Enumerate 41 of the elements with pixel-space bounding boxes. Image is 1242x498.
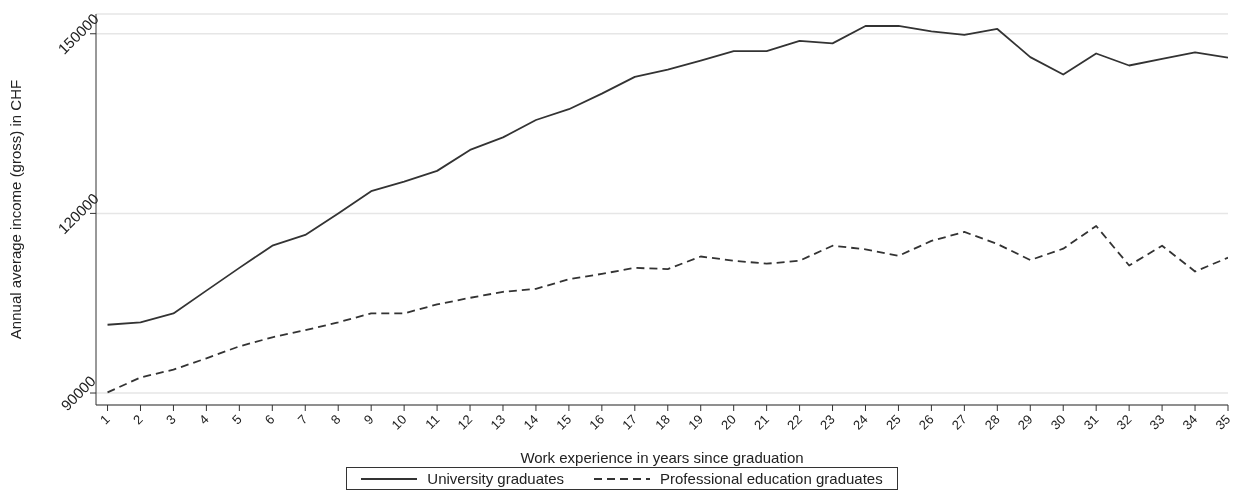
x-tick-label: 2 xyxy=(130,411,146,428)
x-tick-label: 23 xyxy=(817,411,838,433)
x-tick-label: 15 xyxy=(553,411,575,433)
x-axis-title: Work experience in years since graduation xyxy=(520,449,804,466)
x-tick-label: 4 xyxy=(195,411,212,428)
x-tick-label: 12 xyxy=(454,411,476,433)
x-tick-label: 33 xyxy=(1146,411,1168,433)
x-tick-label: 18 xyxy=(652,411,674,433)
x-tick-label: 26 xyxy=(915,411,937,433)
x-tick-label: 25 xyxy=(882,411,904,433)
x-tick-label: 31 xyxy=(1080,411,1102,433)
x-tick-label: 34 xyxy=(1179,411,1201,433)
x-tick-label: 8 xyxy=(327,411,344,428)
x-tick-label: 24 xyxy=(849,411,871,433)
x-tick-label: 11 xyxy=(422,411,443,432)
x-tick-label: 21 xyxy=(751,411,772,433)
line-series xyxy=(106,225,1228,394)
x-tick-label: 14 xyxy=(520,411,542,433)
x-tick-label: 3 xyxy=(163,411,179,428)
x-tick-label: 5 xyxy=(228,411,245,428)
x-tick-label: 22 xyxy=(784,411,805,433)
legend-label: Professional education graduates xyxy=(659,470,883,487)
x-tick-label: 6 xyxy=(261,411,278,428)
x-tick-label: 27 xyxy=(948,411,970,433)
x-tick-label: 13 xyxy=(487,411,509,433)
line-series xyxy=(106,25,1228,326)
x-tick-label: 30 xyxy=(1047,411,1069,433)
x-tick-label: 1 xyxy=(97,411,113,428)
x-tick-label: 10 xyxy=(388,411,410,433)
x-tick-label: 28 xyxy=(981,411,1003,433)
x-tick-label: 29 xyxy=(1014,411,1036,433)
y-axis-title: Annual average income (gross) in CHF xyxy=(7,79,25,340)
x-tick-label: 17 xyxy=(619,411,641,433)
x-tick-label: 35 xyxy=(1212,411,1234,433)
x-tick-label: 7 xyxy=(294,411,311,428)
x-tick-label: 9 xyxy=(360,411,377,428)
x-tick-label: 19 xyxy=(685,411,707,433)
x-tick-label: 32 xyxy=(1113,411,1135,433)
x-tick-label: 16 xyxy=(586,411,608,433)
legend-label: University graduates xyxy=(426,470,565,487)
x-tick-label: 20 xyxy=(718,411,739,433)
